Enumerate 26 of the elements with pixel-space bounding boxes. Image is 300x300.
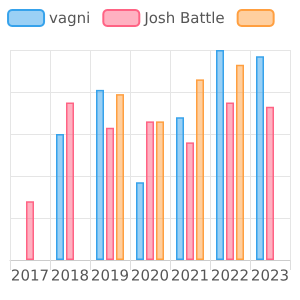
bar: [196, 79, 204, 260]
bar: [266, 106, 274, 260]
bar: [26, 201, 34, 260]
x-tick-label: 2017: [10, 266, 50, 284]
bar: [226, 102, 234, 260]
bar: [236, 64, 244, 260]
legend-label: vagni: [49, 9, 90, 27]
x-tick-label: 2019: [90, 266, 130, 284]
x-tick-label: 2022: [210, 266, 250, 284]
bar: [176, 117, 184, 260]
x-tick-label: 2021: [170, 266, 210, 284]
bar: [56, 134, 64, 260]
legend-label: Josh Battle: [143, 9, 225, 27]
bar: [146, 121, 154, 260]
x-tick-label: 2018: [50, 266, 90, 284]
bar: [106, 128, 114, 260]
bar: [116, 94, 124, 260]
bar: [66, 102, 74, 260]
x-tick-label: 2020: [130, 266, 170, 284]
bar: [136, 182, 144, 260]
bar: [216, 50, 224, 260]
bar: [256, 56, 264, 260]
bar: [186, 142, 194, 260]
bar: [96, 90, 104, 260]
x-tick-label: 2023: [250, 266, 290, 284]
bar: [156, 121, 164, 260]
